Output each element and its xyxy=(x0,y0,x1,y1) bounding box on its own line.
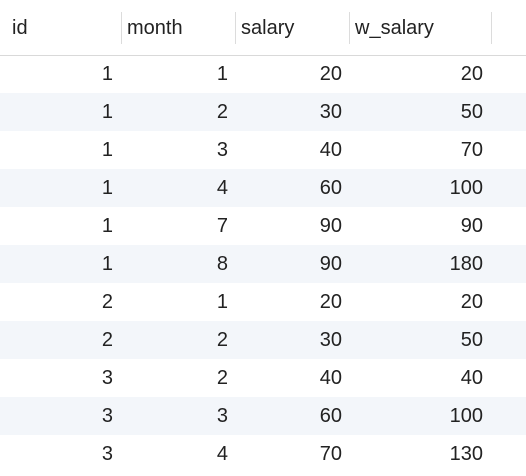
table-cell: 4 xyxy=(216,443,228,465)
table-cell: 1 xyxy=(101,101,113,123)
table-cell: 90 xyxy=(319,253,342,275)
column-header: w_salary xyxy=(355,17,434,39)
table-cell: 40 xyxy=(460,367,483,389)
table-cell: 1 xyxy=(101,63,113,85)
table-cell: 20 xyxy=(319,63,342,85)
table-cell: 3 xyxy=(101,367,113,389)
table-cell: 1 xyxy=(101,177,113,199)
table-row: 1 1 20 20 xyxy=(0,55,526,93)
table-cell: 2 xyxy=(216,101,228,123)
table-row: 1 2 30 50 xyxy=(0,93,526,131)
table-cell: 30 xyxy=(319,329,342,351)
table-cell: 90 xyxy=(319,215,342,237)
table-cell: 1 xyxy=(101,215,113,237)
table-cell: 50 xyxy=(460,101,483,123)
table-cell: 70 xyxy=(460,139,483,161)
table-cell: 7 xyxy=(216,215,228,237)
table-cell: 1 xyxy=(216,63,228,85)
table-cell: 2 xyxy=(216,367,228,389)
table-row: 2 2 30 50 xyxy=(0,321,526,359)
table-cell: 8 xyxy=(216,253,228,275)
table-row: 3 3 60 100 xyxy=(0,397,526,435)
table-row: 1 4 60 100 xyxy=(0,169,526,207)
column-separator xyxy=(121,12,122,44)
table-row: 1 3 40 70 xyxy=(0,131,526,169)
table-cell: 70 xyxy=(319,443,342,465)
column-header: month xyxy=(127,17,183,39)
table-cell: 20 xyxy=(319,291,342,313)
table-cell: 60 xyxy=(319,405,342,427)
table-cell: 1 xyxy=(216,291,228,313)
table-cell: 3 xyxy=(216,405,228,427)
column-separator xyxy=(491,12,492,44)
table-cell: 2 xyxy=(216,329,228,351)
column-header: id xyxy=(12,17,28,39)
table-cell: 1 xyxy=(101,139,113,161)
table-cell: 20 xyxy=(460,63,483,85)
table-row: 1 8 90 180 xyxy=(0,245,526,283)
table-cell: 60 xyxy=(319,177,342,199)
column-separator xyxy=(349,12,350,44)
table-cell: 100 xyxy=(449,177,483,199)
table-cell: 1 xyxy=(101,253,113,275)
table-cell: 2 xyxy=(101,329,113,351)
table-cell: 100 xyxy=(449,405,483,427)
table-cell: 40 xyxy=(319,139,342,161)
table-cell: 180 xyxy=(449,253,483,275)
table-row: 1 7 90 90 xyxy=(0,207,526,245)
table-cell: 90 xyxy=(460,215,483,237)
table-cell: 40 xyxy=(319,367,342,389)
table-cell: 130 xyxy=(449,443,483,465)
table-row: 3 2 40 40 xyxy=(0,359,526,397)
table-cell: 30 xyxy=(319,101,342,123)
table-cell: 3 xyxy=(101,405,113,427)
table-cell: 20 xyxy=(460,291,483,313)
table-cell: 3 xyxy=(216,139,228,161)
column-separator xyxy=(235,12,236,44)
table-cell: 4 xyxy=(216,177,228,199)
column-header: salary xyxy=(241,17,295,39)
table-cell: 50 xyxy=(460,329,483,351)
table-cell: 3 xyxy=(101,443,113,465)
header-row: id month salary w_salary xyxy=(0,0,526,56)
table-cell: 2 xyxy=(101,291,113,313)
table-row: 2 1 20 20 xyxy=(0,283,526,321)
table-row: 3 4 70 130 xyxy=(0,435,526,473)
